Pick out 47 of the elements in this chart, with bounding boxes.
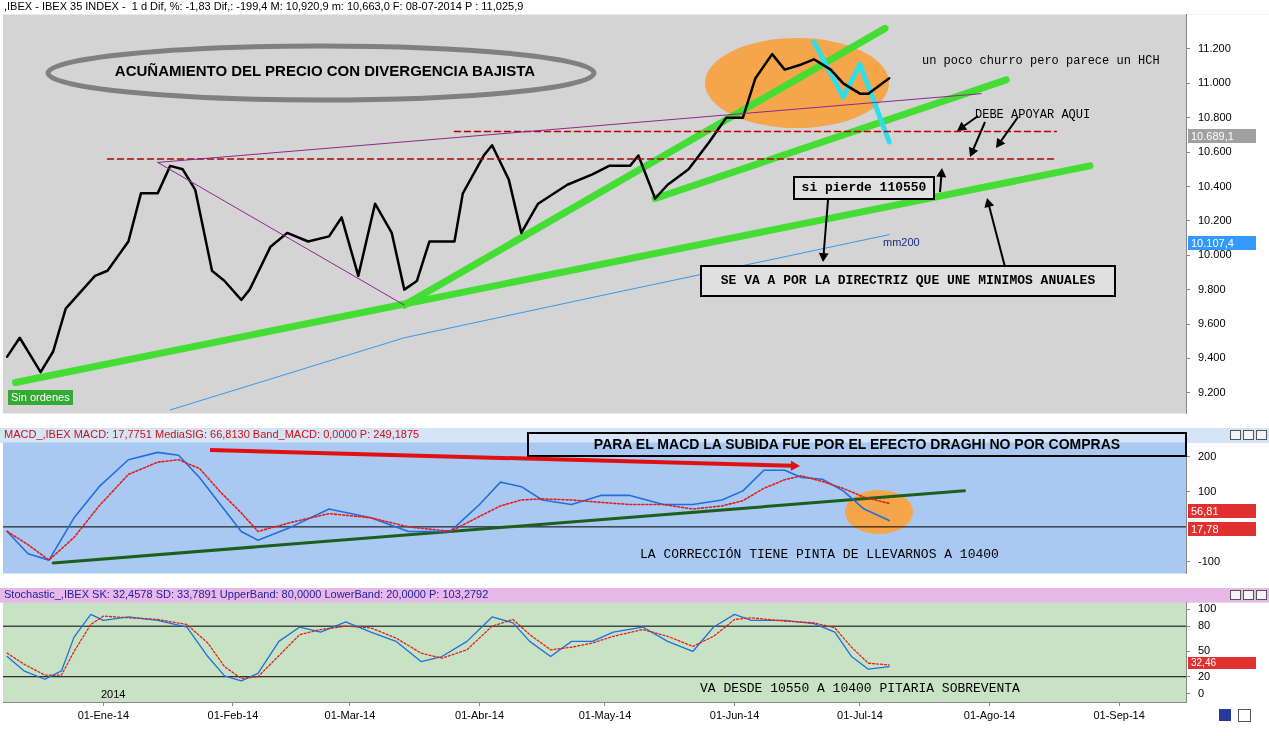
y-tick-label: 200 xyxy=(1198,449,1217,462)
y-tick-label: 9.200 xyxy=(1198,385,1226,398)
y-tick-label: 9.400 xyxy=(1198,351,1226,364)
annotation: Sin ordenes xyxy=(8,390,73,406)
x-tick-label: 01-Jul-14 xyxy=(837,708,883,721)
annotation: SE VA A POR LA DIRECTRIZ QUE UNE MINIMOS ANUALES xyxy=(700,265,1116,297)
x-tick-label: 01-Ago-14 xyxy=(963,708,1016,721)
annotation: VA DESDE 10550 A 10400 PITARIA SOBREVENTA xyxy=(700,681,1020,697)
annotation: si pierde 110550 xyxy=(793,176,935,200)
annotation: mm200 xyxy=(883,236,920,250)
chart-title: Stochastic_,IBEX SK: 32,4578 SD: 33,7891 UpperBand: 80,0000 LowerBand: 20,0000 P: 103,2792 xyxy=(4,588,489,601)
x-tick-label: 01-Sep-14 xyxy=(1093,708,1145,721)
x-tick-label: 01-Ene-14 xyxy=(77,708,130,721)
y-tick-label: 9.800 xyxy=(1198,282,1226,295)
y-tick-label: 10.000 xyxy=(1198,248,1232,261)
text: 10.689,1 xyxy=(1188,129,1256,143)
y-tick-label: 0 xyxy=(1198,686,1205,699)
y-tick-label: 10.800 xyxy=(1198,110,1232,123)
y-tick-label: 100 xyxy=(1198,602,1217,615)
annotation: DEBE APOYAR AQUI xyxy=(975,108,1091,123)
y-tick-label: 10.200 xyxy=(1198,213,1232,226)
annotation: un poco churro pero parece un HCH xyxy=(922,54,1160,69)
y-tick-label: 10.600 xyxy=(1198,145,1232,158)
y-tick-label: 100 xyxy=(1198,484,1217,497)
x-tick-label: 01-Abr-14 xyxy=(455,708,505,721)
y-tick-label: 11.000 xyxy=(1198,76,1231,89)
x-tick-label: 01-Feb-14 xyxy=(207,708,259,721)
x-tick-label: 01-May-14 xyxy=(578,708,632,721)
annotation: LA CORRECCIÓN TIENE PINTA DE LLEVARNOS A 10400 xyxy=(640,547,999,563)
y-tick-label: 80 xyxy=(1198,619,1211,632)
y-tick-label: 9.600 xyxy=(1198,317,1226,330)
x-tick-label: 01-Mar-14 xyxy=(324,708,376,721)
y-tick-label: 20 xyxy=(1198,669,1211,682)
text: 10.107,4 xyxy=(1188,236,1256,250)
chart-title: MACD_,IBEX MACD: 17,7751 MediaSIG: 66,8130 Band_MACD: 0,0000 P: 249,1875 xyxy=(4,428,420,441)
y-tick-label: 11.200 xyxy=(1198,42,1231,55)
y-tick-label: 10.400 xyxy=(1198,179,1232,192)
text: 32,46 xyxy=(1188,657,1256,669)
x-tick-label: 01-Jun-14 xyxy=(709,708,760,721)
annotation: 2014 xyxy=(101,688,126,702)
text: 56,81 xyxy=(1188,504,1256,518)
text: 17,78 xyxy=(1188,522,1256,536)
chart-title: ,IBEX - IBEX 35 INDEX - 1 d Dif, %: -1,83 Dif,: -199,4 M: 10,920,9 m: 10,663,0 F: 08-07-2014 P : 11,025,9 xyxy=(4,0,524,13)
annotation: PARA EL MACD LA SUBIDA FUE POR EL EFECTO DRAGHI NO POR COMPRAS xyxy=(527,432,1187,457)
annotation: ACUÑAMIENTO DEL PRECIO CON DIVERGENCIA BAJISTA xyxy=(113,62,537,80)
y-tick-label: 50 xyxy=(1198,644,1211,657)
y-tick-label: -100 xyxy=(1198,554,1221,567)
